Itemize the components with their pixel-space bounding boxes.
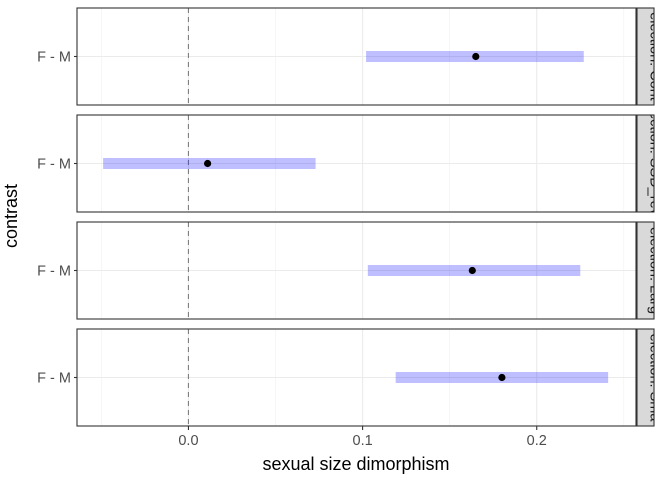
y-tick-label: F - M bbox=[37, 50, 71, 66]
x-tick-label: 0.0 bbox=[178, 433, 198, 449]
x-tick-label: 0.2 bbox=[527, 433, 547, 449]
point-estimate bbox=[204, 159, 212, 168]
x-axis-title: sexual size dimorphism bbox=[262, 454, 449, 474]
panel: F - M election: Larg bbox=[37, 221, 663, 320]
strip-text-group: ection: SSD_rev bbox=[647, 111, 663, 217]
strip-label: election: Sma bbox=[647, 334, 663, 423]
y-tick-label: F - M bbox=[37, 264, 71, 280]
x-tick-label: 0.1 bbox=[353, 433, 373, 449]
point-estimate bbox=[472, 52, 480, 61]
strip-background bbox=[636, 114, 655, 213]
facet-strip: election: Sma bbox=[636, 328, 663, 427]
y-axis-title: contrast bbox=[1, 184, 21, 248]
panel: F - M election: Sma bbox=[37, 328, 663, 427]
strip-text-group: election: Cont bbox=[647, 12, 663, 101]
strip-background bbox=[636, 7, 655, 106]
strip-text-group: election: Sma bbox=[647, 334, 663, 423]
strip-background bbox=[636, 221, 655, 320]
strip-text-group: election: Larg bbox=[647, 227, 663, 314]
panel: F - M election: Cont bbox=[37, 7, 663, 106]
point-estimate bbox=[498, 373, 506, 382]
strip-label: ection: SSD_rev bbox=[647, 111, 663, 217]
strip-label: election: Cont bbox=[647, 12, 663, 101]
panel: F - M ection: SSD_rev bbox=[37, 111, 663, 217]
y-tick-label: F - M bbox=[37, 371, 71, 387]
strip-label: election: Larg bbox=[647, 227, 663, 314]
strip-background bbox=[636, 328, 655, 427]
facet-strip: election: Cont bbox=[636, 7, 663, 106]
facet-strip: ection: SSD_rev bbox=[636, 111, 663, 217]
x-axis: 0.0 0.1 0.2 bbox=[178, 426, 547, 449]
y-tick-label: F - M bbox=[37, 157, 71, 173]
point-estimate bbox=[468, 266, 476, 275]
facet-strip: election: Larg bbox=[636, 221, 663, 320]
